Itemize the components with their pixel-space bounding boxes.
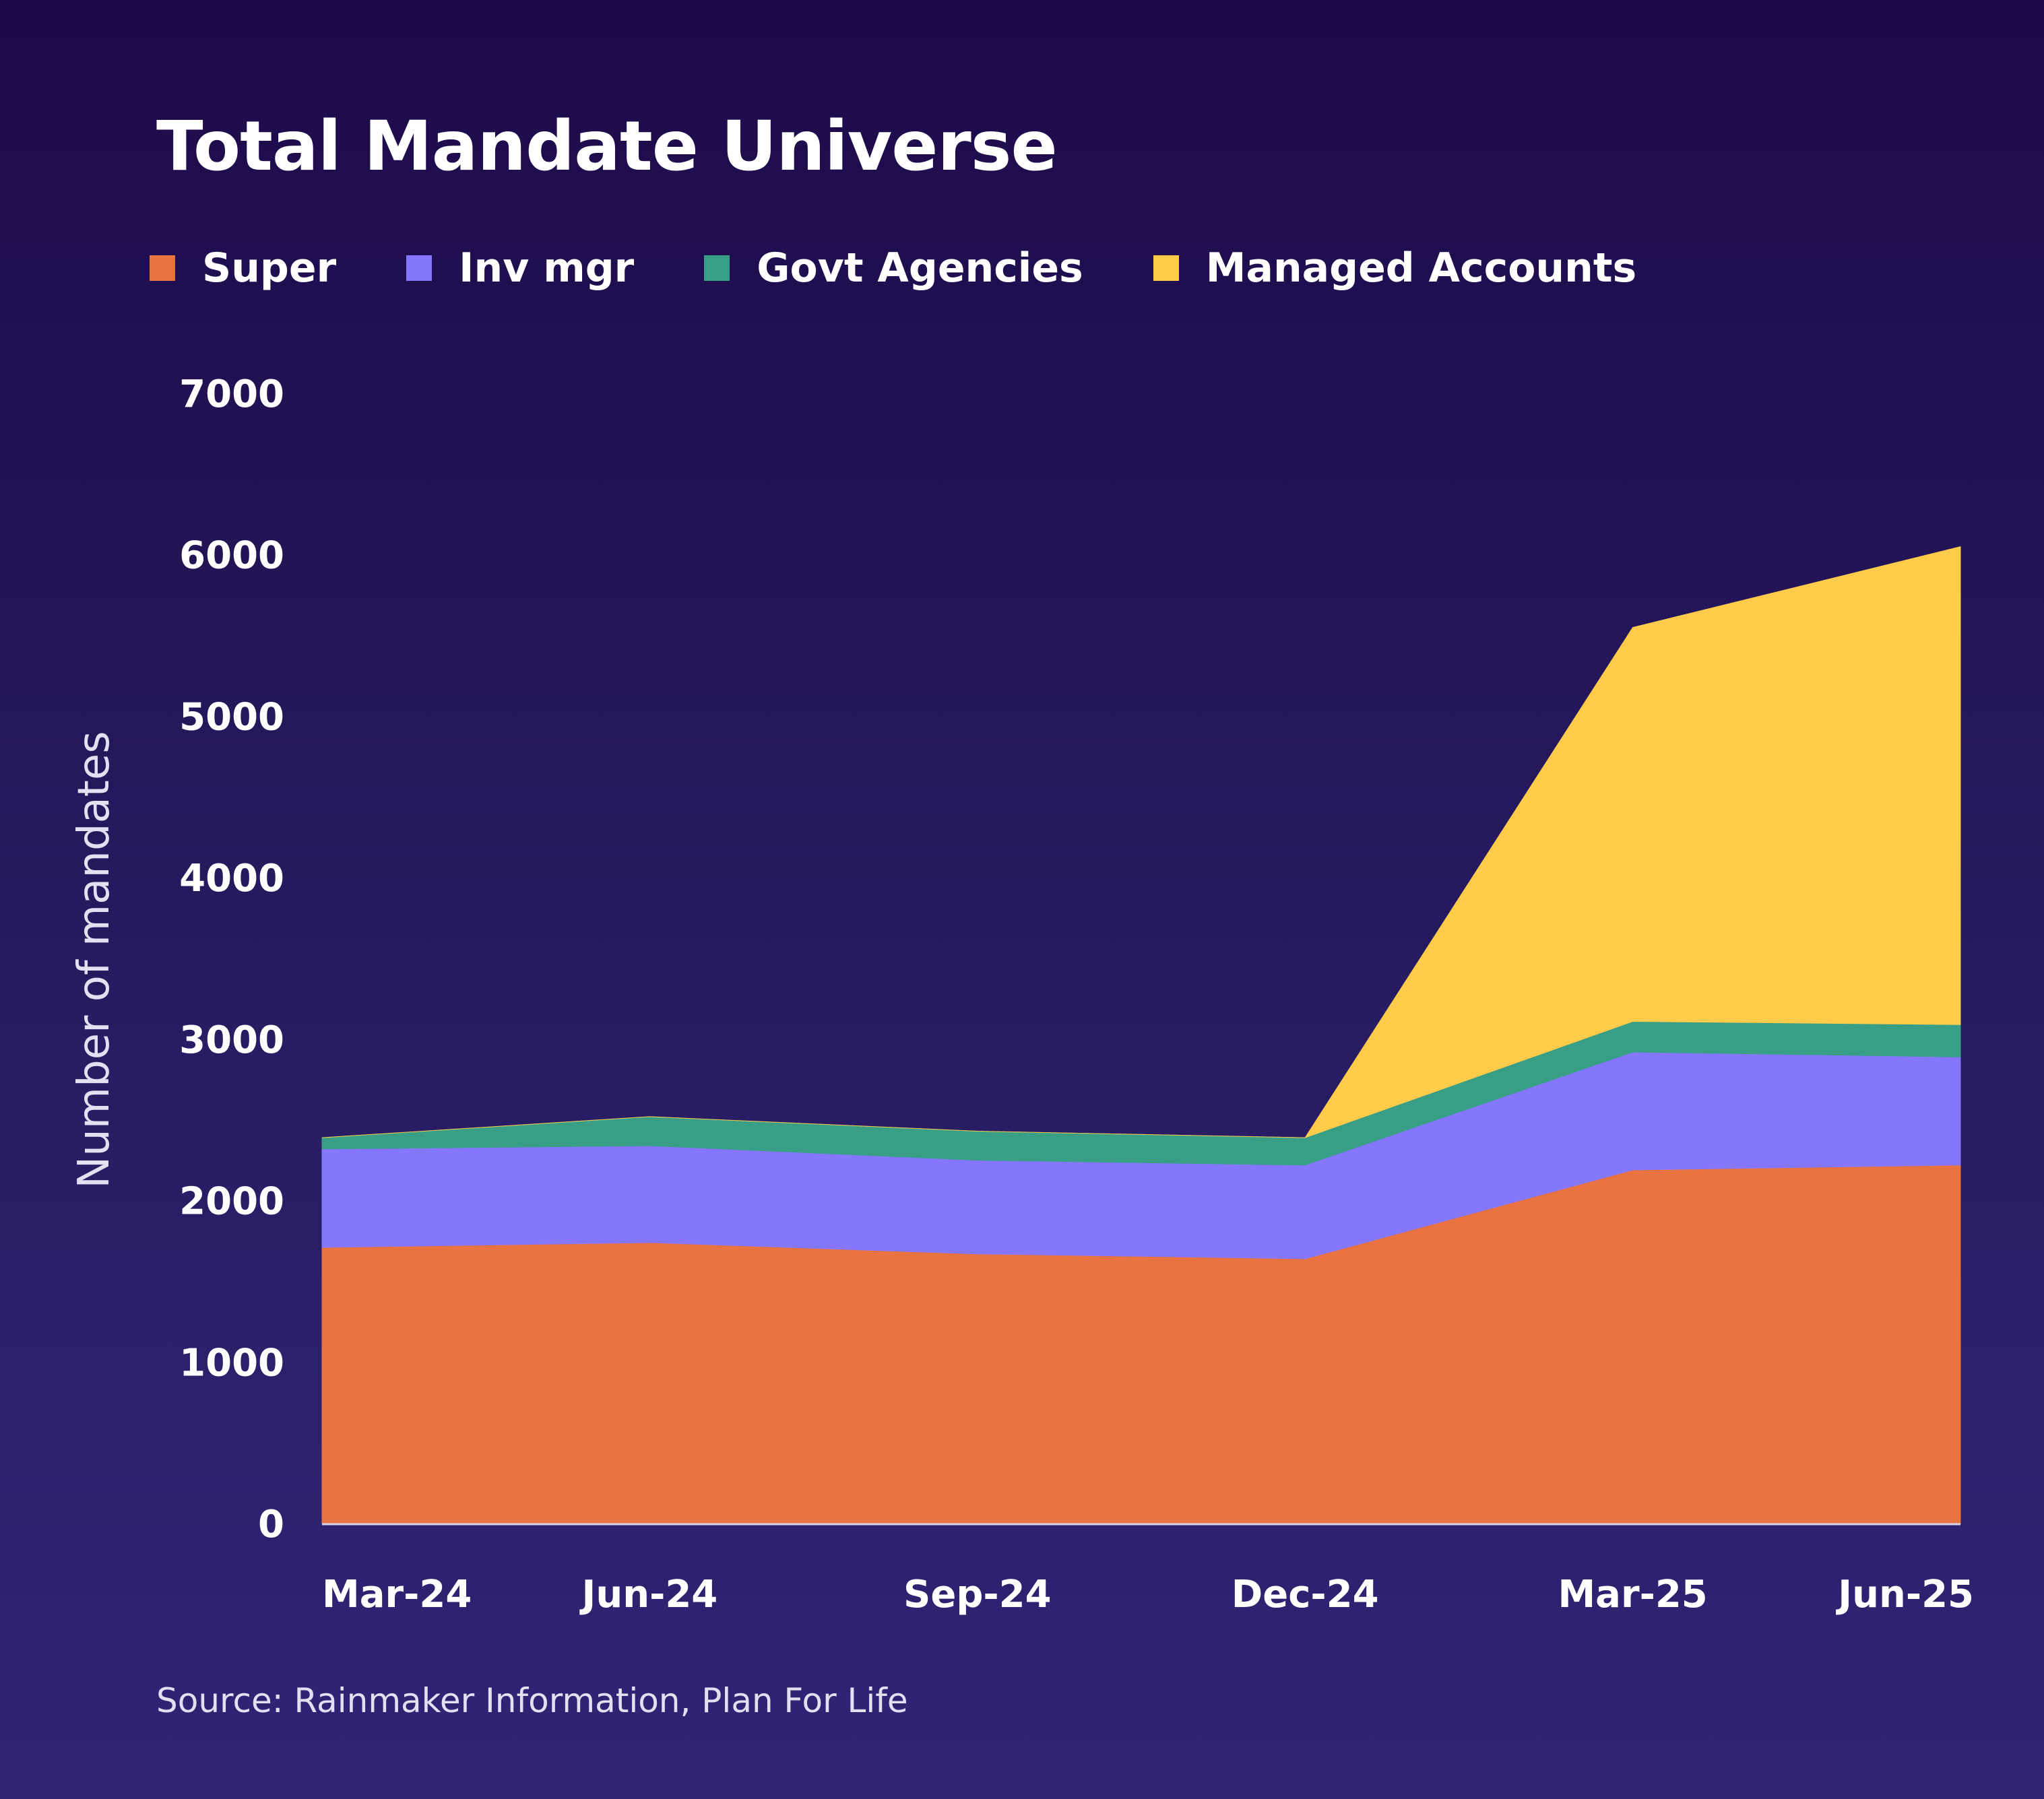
y-tick-label: 6000 [179, 534, 284, 578]
y-tick-label: 0 [258, 1503, 284, 1546]
x-tick-label: Sep-24 [903, 1573, 1052, 1616]
legend-label-inv-mgr: Inv mgr [459, 244, 635, 292]
area-series-managed-accounts [321, 546, 1961, 1138]
legend-item-super: Super [150, 244, 336, 292]
legend-item-inv-mgr: Inv mgr [406, 244, 634, 292]
y-tick-label: 4000 [179, 857, 284, 901]
y-tick-label: 3000 [179, 1018, 284, 1062]
legend-swatch-govt-agencies [704, 255, 730, 281]
legend-label-super: Super [202, 244, 337, 292]
x-tick-label: Jun-24 [579, 1573, 718, 1616]
x-tick-label: Jun-25 [1835, 1573, 1974, 1616]
source-note: Source: Rainmaker Information, Plan For … [156, 1681, 908, 1720]
legend-label-managed-accounts: Managed Accounts [1205, 244, 1637, 292]
legend-swatch-inv-mgr [406, 255, 433, 281]
x-tick-label: Mar-25 [1558, 1573, 1707, 1616]
x-tick-label: Dec-24 [1232, 1573, 1379, 1616]
chart-title: Total Mandate Universe [156, 106, 1058, 187]
y-tick-label: 7000 [179, 372, 284, 416]
y-tick-label: 2000 [179, 1180, 284, 1224]
y-tick-label: 1000 [179, 1341, 284, 1385]
legend-swatch-managed-accounts [1153, 255, 1179, 281]
y-tick-label: 5000 [179, 695, 284, 739]
legend-label-govt-agencies: Govt Agencies [757, 244, 1083, 292]
legend-swatch-super [150, 255, 175, 281]
chart-legend: Super Inv mgr Govt Agencies Managed Acco… [150, 241, 1636, 295]
legend-item-govt-agencies: Govt Agencies [704, 244, 1083, 292]
legend-item-managed-accounts: Managed Accounts [1153, 244, 1637, 292]
x-tick-label: Mar-24 [322, 1573, 472, 1616]
